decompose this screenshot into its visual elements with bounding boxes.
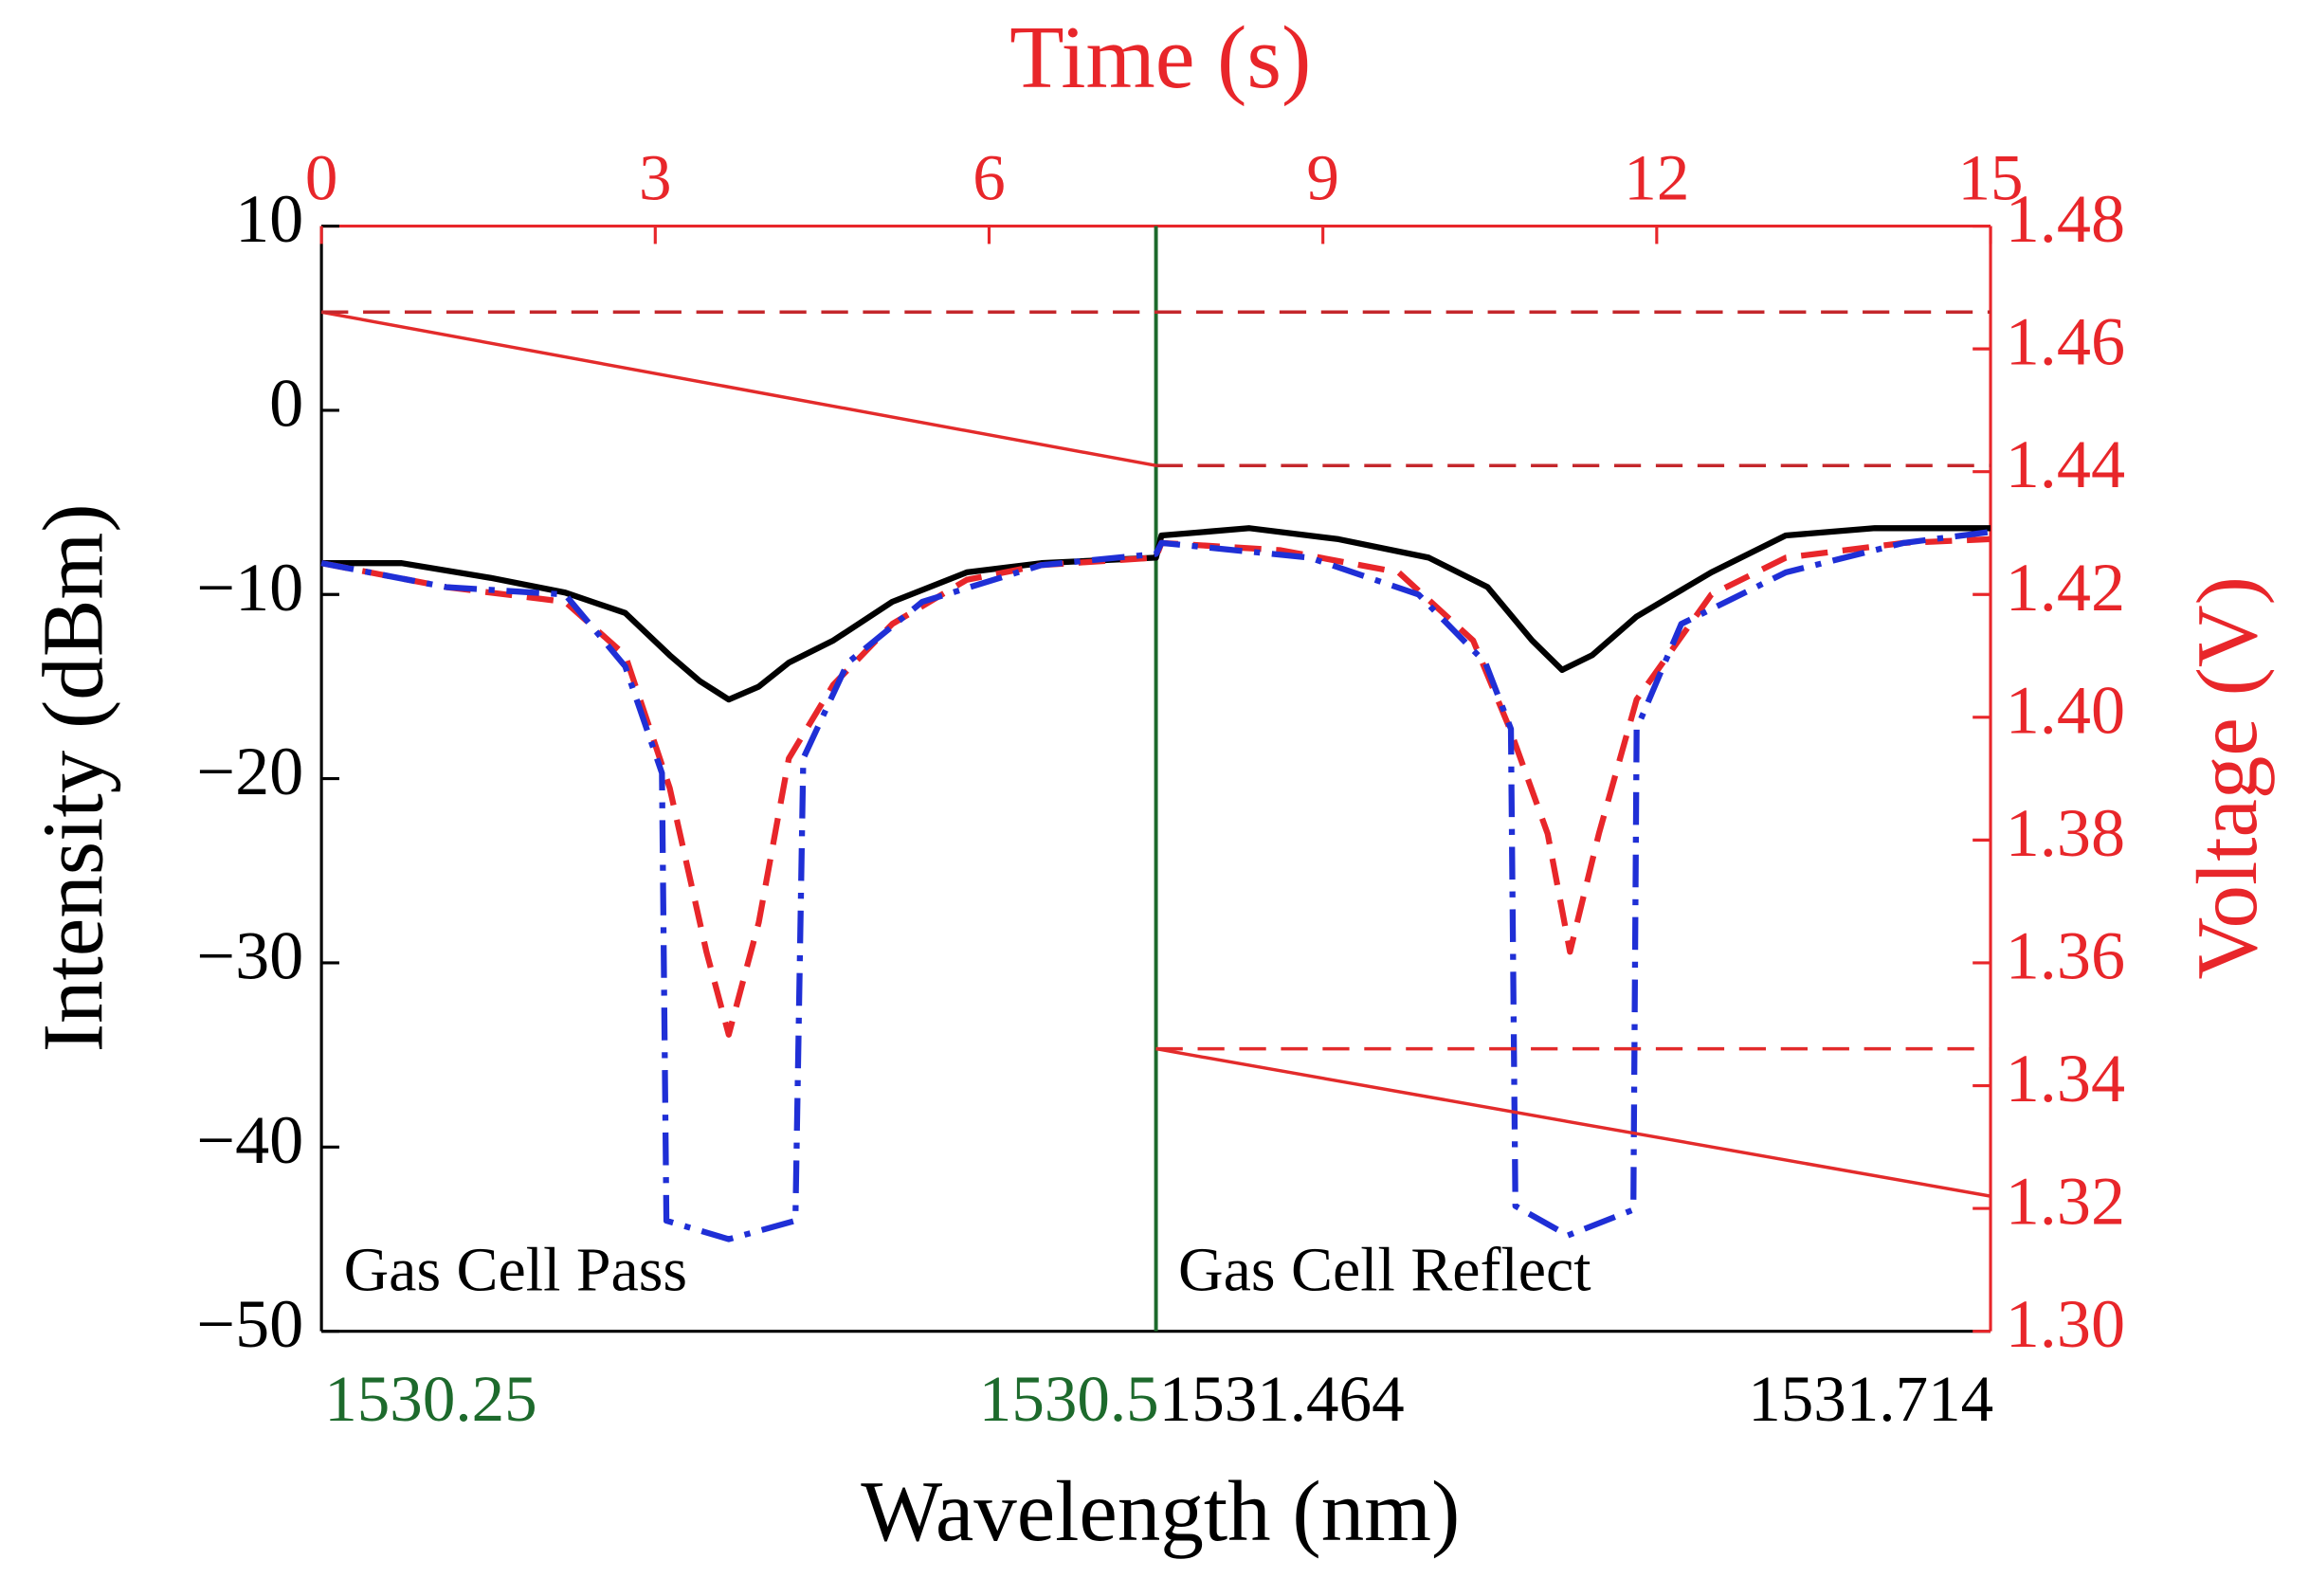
x-tick-label: 15 bbox=[1957, 140, 2023, 213]
y-tick-label: −40 bbox=[196, 1102, 303, 1178]
wavelength-label: 1531.714 bbox=[1748, 1362, 1993, 1435]
y-tick-label: −30 bbox=[196, 918, 303, 994]
annotation: Gas Cell Pass bbox=[344, 1235, 687, 1304]
y-tick-label: −20 bbox=[196, 734, 303, 809]
y2-tick-label: 1.46 bbox=[2006, 304, 2125, 380]
x2-axis-title: Wavelength (nm) bbox=[861, 1463, 1460, 1559]
y2-tick-label: 1.30 bbox=[2006, 1286, 2125, 1362]
series-line bbox=[320, 529, 1991, 1242]
y2-tick-label: 1.42 bbox=[2006, 550, 2125, 626]
series-line bbox=[320, 310, 1156, 467]
x-tick-label: 12 bbox=[1624, 140, 1689, 213]
wavelength-label: 1530.5 bbox=[979, 1362, 1159, 1435]
annotation: Gas Cell Reflect bbox=[1178, 1235, 1591, 1304]
series-line bbox=[1155, 1046, 1991, 1198]
y2-tick-label: 1.36 bbox=[2006, 918, 2125, 994]
y2-tick-label: 1.44 bbox=[2006, 426, 2125, 502]
x-tick-label: 0 bbox=[305, 140, 338, 213]
x-axis-title: Time (s) bbox=[1009, 9, 1311, 107]
y-tick-label: 10 bbox=[235, 181, 303, 257]
y2-axis-title: Voltage (V) bbox=[2179, 576, 2275, 979]
y-tick-label: 0 bbox=[269, 365, 303, 441]
x-tick-label: 3 bbox=[639, 140, 672, 213]
x-tick-label: 6 bbox=[973, 140, 1006, 213]
y2-tick-label: 1.48 bbox=[2006, 181, 2125, 257]
y2-tick-label: 1.32 bbox=[2006, 1164, 2125, 1240]
wavelength-label: 1531.464 bbox=[1159, 1362, 1405, 1435]
y2-tick-label: 1.38 bbox=[2006, 795, 2125, 871]
y2-tick-label: 1.34 bbox=[2006, 1041, 2125, 1116]
series-line bbox=[320, 535, 1991, 1038]
y-tick-label: −10 bbox=[196, 550, 303, 626]
x-tick-label: 9 bbox=[1306, 140, 1339, 213]
y2-tick-label: 1.40 bbox=[2006, 672, 2125, 748]
wavelength-label: 1530.25 bbox=[324, 1362, 536, 1435]
y-tick-label: −50 bbox=[196, 1286, 303, 1362]
y-axis-title: Intensity (dBm) bbox=[25, 503, 120, 1052]
